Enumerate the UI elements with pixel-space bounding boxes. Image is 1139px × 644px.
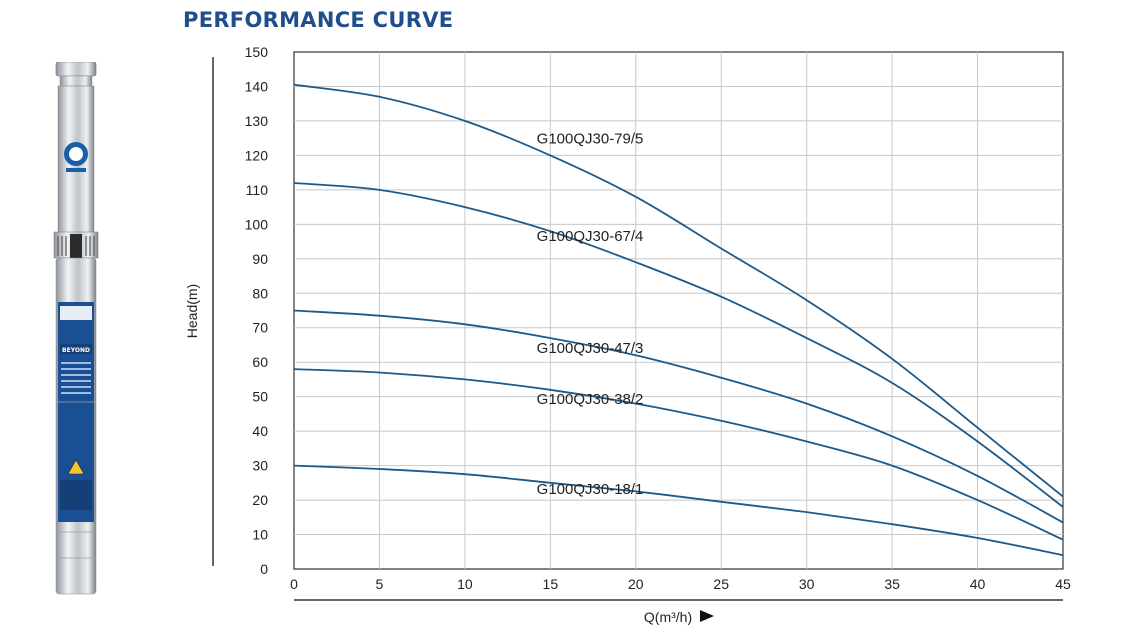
series-label: G100QJ30-47/3 — [537, 340, 644, 357]
pump-brand-text: BEYOND — [62, 347, 90, 354]
y-tick-label: 130 — [245, 113, 269, 129]
y-tick-label: 30 — [252, 458, 268, 474]
y-tick-label: 110 — [246, 182, 269, 198]
x-tick-label: 30 — [799, 576, 815, 592]
x-tick-label: 45 — [1055, 576, 1071, 592]
x-tick-label: 5 — [376, 576, 384, 592]
submersible-pump-photo: BEYOND — [53, 62, 99, 595]
y-tick-label: 140 — [245, 78, 269, 94]
series-label: G100QJ30-67/4 — [537, 228, 644, 245]
y-tick-label: 50 — [252, 389, 268, 405]
plot-area — [293, 51, 1064, 570]
x-tick-label: 10 — [457, 576, 473, 592]
series-label: G100QJ30-18/1 — [537, 481, 644, 498]
series-line — [293, 368, 1064, 541]
series-line — [293, 309, 1064, 524]
y-tick-label: 10 — [252, 527, 268, 543]
page-title: PERFORMANCE CURVE — [183, 8, 454, 32]
y-tick-label: 100 — [245, 216, 269, 232]
x-tick-label: 35 — [884, 576, 900, 592]
y-tick-label: 40 — [252, 423, 268, 439]
x-tick-label: 15 — [543, 576, 559, 592]
y-tick-label: 20 — [252, 492, 268, 508]
series-line — [293, 464, 1064, 557]
y-tick-label: 120 — [245, 147, 269, 163]
y-tick-label: 60 — [252, 354, 268, 370]
y-tick-label: 80 — [252, 285, 268, 301]
y-tick-label: 150 — [245, 44, 269, 60]
y-tick-label: 70 — [252, 320, 268, 336]
x-tick-label: 20 — [628, 576, 644, 592]
arrow-right-icon — [700, 610, 714, 622]
x-tick-label: 40 — [970, 576, 986, 592]
x-tick-label: 25 — [713, 576, 729, 592]
y-tick-label: 0 — [260, 561, 268, 577]
y-tick-label: 90 — [252, 251, 268, 267]
x-axis-label: Q(m³/h) — [644, 609, 692, 625]
series-label: G100QJ30-79/5 — [537, 130, 644, 147]
x-tick-label: 0 — [290, 576, 298, 592]
y-axis-label: Head(m) — [184, 284, 200, 338]
series-label: G100QJ30-38/2 — [537, 391, 644, 408]
series-line — [293, 182, 1064, 508]
series-line — [293, 83, 1064, 498]
